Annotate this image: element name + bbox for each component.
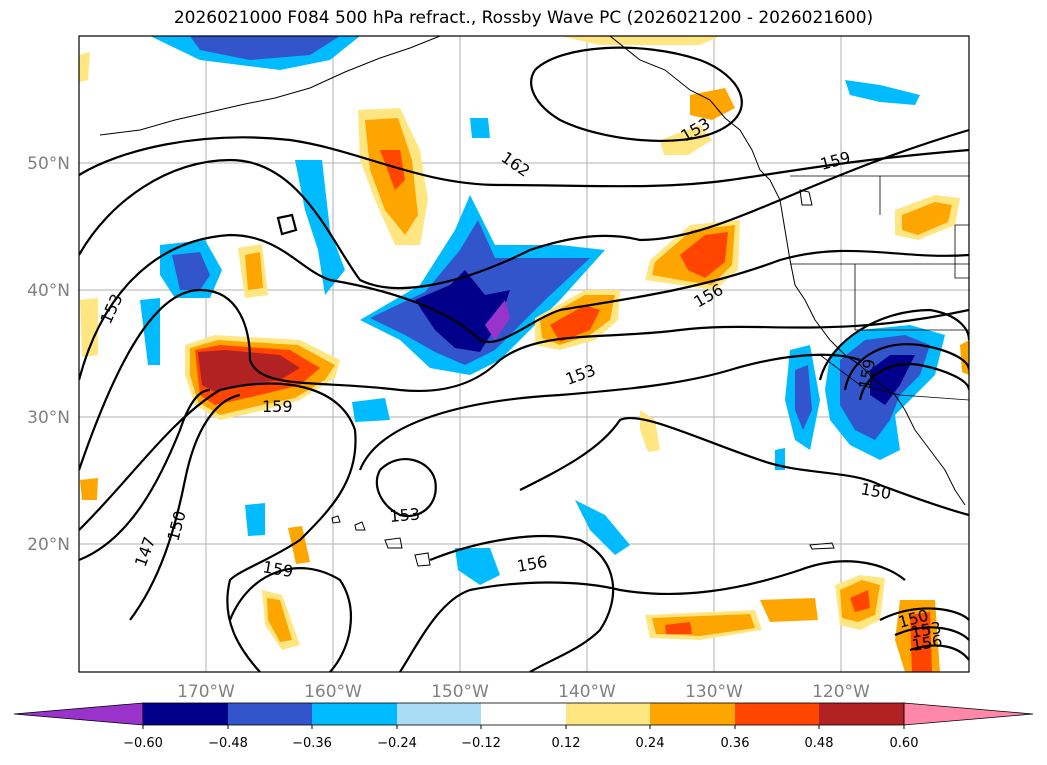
colorbar-tick-label: 0.36 — [721, 736, 750, 751]
colorbar-segment — [735, 703, 819, 725]
colorbar-segment — [481, 703, 566, 725]
colorbar-segment — [143, 703, 228, 725]
contour-label: 159 — [262, 397, 293, 416]
lon-label: 140°W — [558, 682, 616, 702]
colorbar-segment — [312, 703, 397, 725]
map-frame — [78, 35, 970, 673]
lon-label: 120°W — [812, 682, 870, 702]
colorbar-segment — [566, 703, 650, 725]
colorbar-tick-label: −0.60 — [123, 736, 163, 751]
colorbar-tick-label: −0.12 — [461, 736, 501, 751]
colorbar-extend-max — [903, 702, 1034, 726]
map-plot-area: 162 159 159 153 153 156 153 159 150 147 … — [79, 36, 969, 672]
lat-label: 30°N — [27, 408, 70, 428]
lon-label: 150°W — [431, 682, 489, 702]
colorbar-frame — [142, 702, 905, 726]
lat-label: 40°N — [27, 281, 70, 301]
colorbar-tick-label: 0.60 — [890, 736, 919, 751]
lon-label: 160°W — [304, 682, 362, 702]
map-title: 2026021000 F084 500 hPa refract., Rossby… — [173, 8, 874, 28]
colorbar-segment — [650, 703, 735, 725]
contour-lines — [79, 46, 969, 672]
anomaly-fills — [79, 36, 969, 672]
political-borders — [790, 175, 969, 401]
colorbar-tick-label: −0.36 — [292, 736, 332, 751]
colorbar-segment — [819, 703, 904, 725]
colorbar-segment — [228, 703, 312, 725]
lon-label: 130°W — [685, 682, 743, 702]
lon-label: 170°W — [177, 682, 235, 702]
coastlines — [99, 36, 966, 567]
lat-label: 50°N — [27, 154, 70, 174]
contour-label: 153 — [389, 504, 421, 526]
lat-label: 20°N — [27, 535, 70, 555]
colorbar-tick-label: −0.24 — [377, 736, 417, 751]
colorbar-segment — [397, 703, 481, 725]
colorbar-tick-label: 0.12 — [552, 736, 581, 751]
latitude-labels: 50°N 40°N 30°N 20°N — [27, 154, 70, 555]
colorbar-tick-label: 0.48 — [805, 736, 834, 751]
longitude-labels: 170°W 160°W 150°W 140°W 130°W 120°W — [177, 682, 870, 702]
colorbar-extend-min — [13, 702, 144, 726]
colorbar-tick-label: −0.48 — [208, 736, 248, 751]
colorbar: −0.60 −0.48 −0.36 −0.24 −0.12 0.12 0.24 … — [13, 702, 1034, 751]
colorbar-tick-label: 0.24 — [636, 736, 665, 751]
